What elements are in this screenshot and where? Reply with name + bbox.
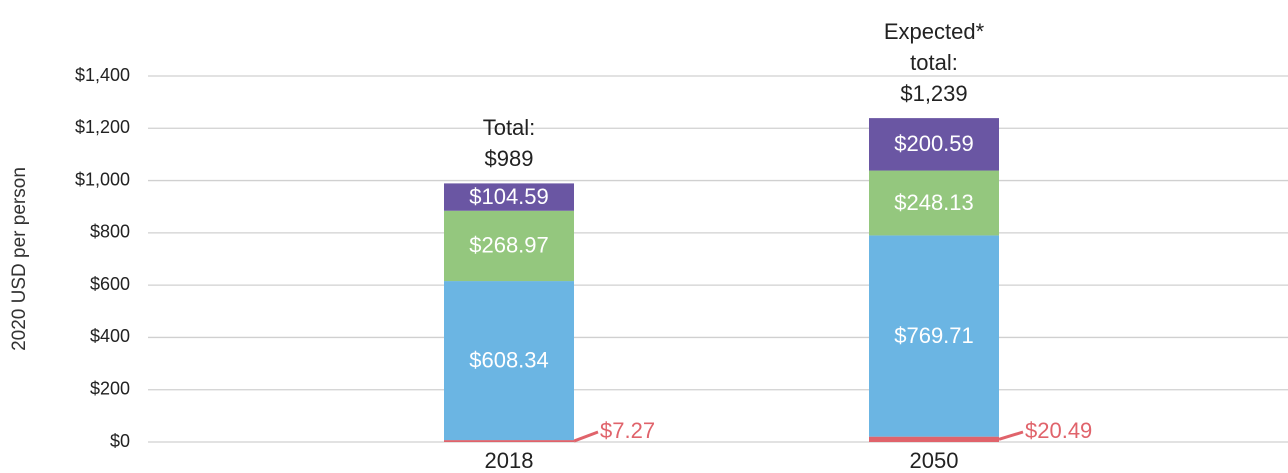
y-tick-label: $200 [90,378,130,398]
leader-line [573,430,599,443]
total-label: $989 [485,146,534,171]
bar-segment [869,170,999,236]
value-label: $769.71 [894,323,974,348]
total-label: Expected* [884,19,985,44]
bar-segment [444,210,574,282]
value-label: $268.97 [469,233,549,258]
value-label: $608.34 [469,347,549,372]
bar-segment [444,440,574,442]
bar-segment [444,281,574,441]
total-label: Total: [483,115,536,140]
y-tick-label: $1,000 [75,169,130,189]
leader-line [998,430,1024,441]
y-tick-label: $400 [90,326,130,346]
bar-segment [869,436,999,442]
bar-segment [444,183,574,211]
value-label: $20.49 [1025,418,1092,443]
y-tick-label: $0 [110,431,130,451]
value-label: $7.27 [600,418,655,443]
x-tick-label: 2018 [485,448,534,473]
value-label: $248.13 [894,190,974,215]
y-tick-label: $1,200 [75,117,130,137]
y-axis-title: 2020 USD per person [9,167,30,351]
total-label: $1,239 [900,81,967,106]
total-label: total: [910,50,958,75]
y-tick-label: $1,400 [75,65,130,85]
value-label: $200.59 [894,131,974,156]
bar-segment [869,235,999,437]
y-tick-label: $800 [90,222,130,242]
x-tick-label: 2050 [910,448,959,473]
bar-segment [869,118,999,171]
value-label: $104.59 [469,184,549,209]
y-tick-label: $600 [90,274,130,294]
